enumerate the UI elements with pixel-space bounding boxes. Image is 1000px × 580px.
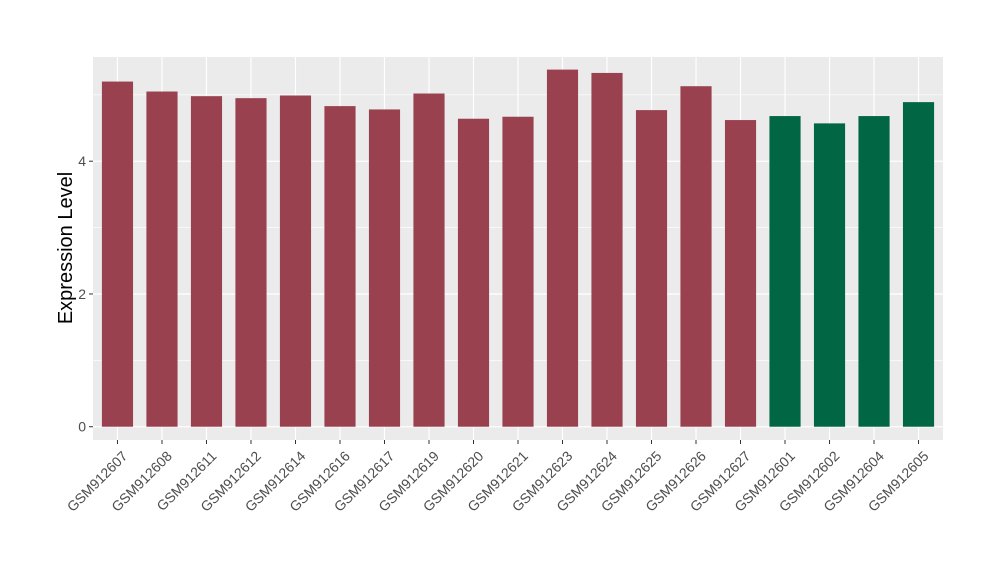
bar xyxy=(858,116,890,427)
bar xyxy=(457,118,490,427)
bar xyxy=(546,69,579,427)
bar xyxy=(279,95,312,427)
y-tick-label: 4 xyxy=(78,153,86,169)
bar xyxy=(235,98,267,427)
bar xyxy=(769,116,801,427)
bar xyxy=(680,86,712,427)
bar xyxy=(902,102,935,427)
bars xyxy=(101,69,935,427)
x-axis: GSM912607GSM912608GSM912611GSM912612GSM9… xyxy=(64,440,932,515)
bar xyxy=(591,72,623,427)
bar xyxy=(368,109,401,427)
y-axis: 0 2 4 xyxy=(78,153,93,435)
bar xyxy=(635,110,668,427)
bar xyxy=(101,81,134,427)
bar xyxy=(190,96,223,427)
bar xyxy=(146,91,178,427)
y-tick-label: 2 xyxy=(78,286,86,302)
bar xyxy=(413,93,445,427)
y-axis-title: Expression Level xyxy=(55,172,77,324)
bar xyxy=(502,116,534,427)
bar xyxy=(813,123,846,427)
bar xyxy=(724,120,757,427)
y-tick-label: 0 xyxy=(78,419,86,435)
bar xyxy=(324,106,356,427)
